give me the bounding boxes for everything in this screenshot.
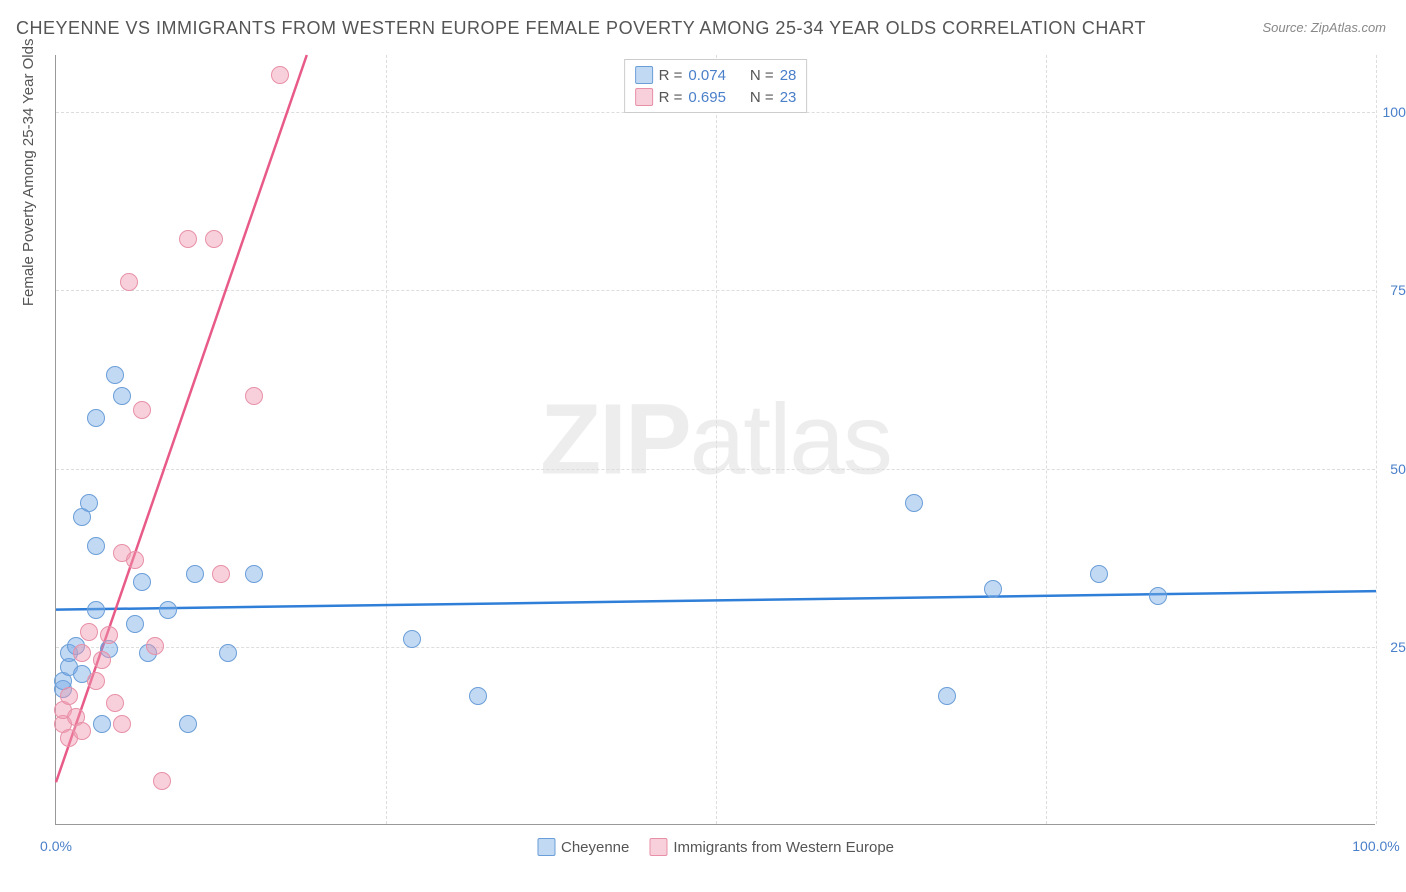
- y-tick-label: 75.0%: [1380, 282, 1406, 298]
- legend-r-value: 0.074: [688, 67, 726, 84]
- legend-n-value: 23: [780, 89, 797, 106]
- data-point: [73, 722, 91, 740]
- data-point: [271, 66, 289, 84]
- chart-title: CHEYENNE VS IMMIGRANTS FROM WESTERN EURO…: [16, 18, 1146, 39]
- legend-swatch: [537, 838, 555, 856]
- legend-correlation: R = 0.074 N = 28 R = 0.695 N = 23: [624, 59, 808, 113]
- gridline-vertical: [1046, 55, 1047, 824]
- legend-n-value: 28: [780, 67, 797, 84]
- y-tick-label: 50.0%: [1380, 461, 1406, 477]
- data-point: [159, 601, 177, 619]
- data-point: [179, 715, 197, 733]
- data-point: [106, 366, 124, 384]
- data-point: [219, 644, 237, 662]
- data-point: [126, 615, 144, 633]
- data-point: [126, 551, 144, 569]
- legend-swatch: [635, 88, 653, 106]
- data-point: [113, 387, 131, 405]
- data-point: [60, 687, 78, 705]
- data-point: [87, 672, 105, 690]
- data-point: [93, 651, 111, 669]
- legend-n-label: N =: [750, 89, 774, 106]
- y-axis-title: Female Poverty Among 25-34 Year Olds: [20, 39, 37, 307]
- data-point: [205, 230, 223, 248]
- data-point: [403, 630, 421, 648]
- data-point: [106, 694, 124, 712]
- legend-r-label: R =: [659, 67, 683, 84]
- gridline-vertical: [1376, 55, 1377, 824]
- y-tick-label: 100.0%: [1380, 104, 1406, 120]
- data-point: [245, 387, 263, 405]
- data-point: [905, 494, 923, 512]
- data-point: [1149, 587, 1167, 605]
- data-point: [938, 687, 956, 705]
- watermark-bold: ZIP: [540, 383, 690, 495]
- plot-area: ZIPatlas R = 0.074N = 28R = 0.695N = 23 …: [55, 55, 1375, 825]
- source-label: Source: ZipAtlas.com: [1262, 20, 1386, 35]
- watermark-light: atlas: [690, 383, 891, 495]
- y-tick-label: 25.0%: [1380, 639, 1406, 655]
- data-point: [146, 637, 164, 655]
- data-point: [984, 580, 1002, 598]
- legend-r-value: 0.695: [688, 89, 726, 106]
- gridline-vertical: [716, 55, 717, 824]
- legend-correlation-row: R = 0.074 N = 28: [635, 64, 797, 86]
- data-point: [113, 715, 131, 733]
- legend-series-item: Immigrants from Western Europe: [649, 838, 894, 856]
- data-point: [212, 565, 230, 583]
- data-point: [469, 687, 487, 705]
- data-point: [87, 409, 105, 427]
- legend-swatch: [649, 838, 667, 856]
- data-point: [133, 573, 151, 591]
- x-tick-label: 100.0%: [1352, 838, 1399, 854]
- data-point: [93, 715, 111, 733]
- data-point: [80, 623, 98, 641]
- data-point: [245, 565, 263, 583]
- legend-series-label: Immigrants from Western Europe: [673, 839, 894, 856]
- legend-series-label: Cheyenne: [561, 839, 629, 856]
- legend-correlation-row: R = 0.695 N = 23: [635, 86, 797, 108]
- legend-series-item: Cheyenne: [537, 838, 629, 856]
- x-tick-label: 0.0%: [40, 838, 72, 854]
- data-point: [179, 230, 197, 248]
- data-point: [87, 601, 105, 619]
- gridline-vertical: [386, 55, 387, 824]
- legend-swatch: [635, 66, 653, 84]
- data-point: [133, 401, 151, 419]
- data-point: [120, 273, 138, 291]
- legend-series: Cheyenne Immigrants from Western Europe: [537, 838, 894, 856]
- data-point: [186, 565, 204, 583]
- data-point: [100, 626, 118, 644]
- data-point: [1090, 565, 1108, 583]
- legend-r-label: R =: [659, 89, 683, 106]
- data-point: [73, 644, 91, 662]
- data-point: [153, 772, 171, 790]
- data-point: [87, 537, 105, 555]
- data-point: [80, 494, 98, 512]
- legend-n-label: N =: [750, 67, 774, 84]
